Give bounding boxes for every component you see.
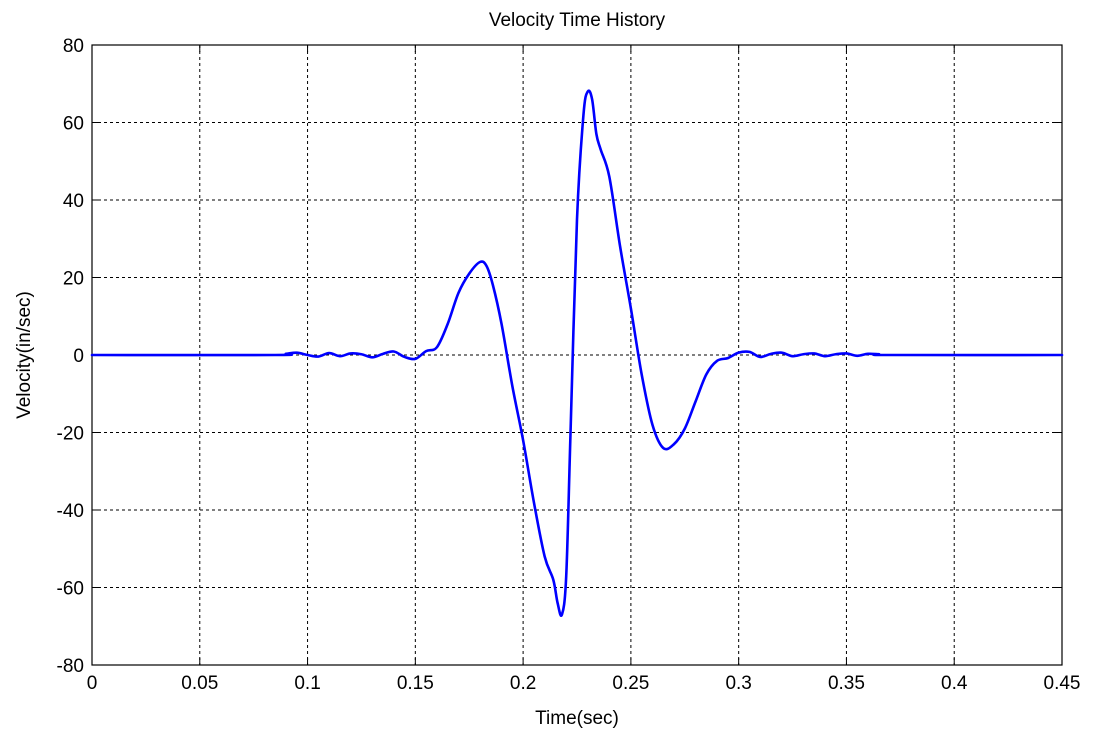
y-tick-label: 60 xyxy=(63,114,84,135)
y-tick-label: 80 xyxy=(63,36,84,57)
x-tick-label: 0.4 xyxy=(941,673,968,694)
grid-lines xyxy=(92,45,1062,665)
y-tick-label: -60 xyxy=(57,579,84,600)
x-axis-title: Time(sec) xyxy=(535,708,619,729)
y-tick-label: 20 xyxy=(63,269,84,290)
y-axis-title: Velocity(in/sec) xyxy=(14,291,35,419)
y-tick-label: 40 xyxy=(63,191,84,212)
x-tick-label: 0.15 xyxy=(397,673,434,694)
y-tick-label: 0 xyxy=(73,346,84,367)
x-axis-tick-labels: 0 0.05 0.1 0.15 0.2 0.25 0.3 0.35 0.4 0.45 xyxy=(87,673,1081,694)
x-tick-label: 0.45 xyxy=(1044,673,1081,694)
x-tick-label: 0.05 xyxy=(181,673,218,694)
x-tick-label: 0.25 xyxy=(612,673,649,694)
x-tick-label: 0.3 xyxy=(725,673,751,694)
y-tick-label: -20 xyxy=(57,424,84,445)
x-tick-label: 0.1 xyxy=(294,673,320,694)
y-axis-tick-labels: -80 -60 -40 -20 0 20 40 60 80 xyxy=(57,36,84,677)
series-line-velocity xyxy=(90,89,1064,617)
x-tick-label: 0 xyxy=(87,673,98,694)
x-tick-label: 0.2 xyxy=(510,673,536,694)
y-tick-label: -80 xyxy=(57,656,84,677)
chart-title: Velocity Time History xyxy=(489,10,666,31)
y-tick-label: -40 xyxy=(57,501,84,522)
x-tick-label: 0.35 xyxy=(828,673,865,694)
